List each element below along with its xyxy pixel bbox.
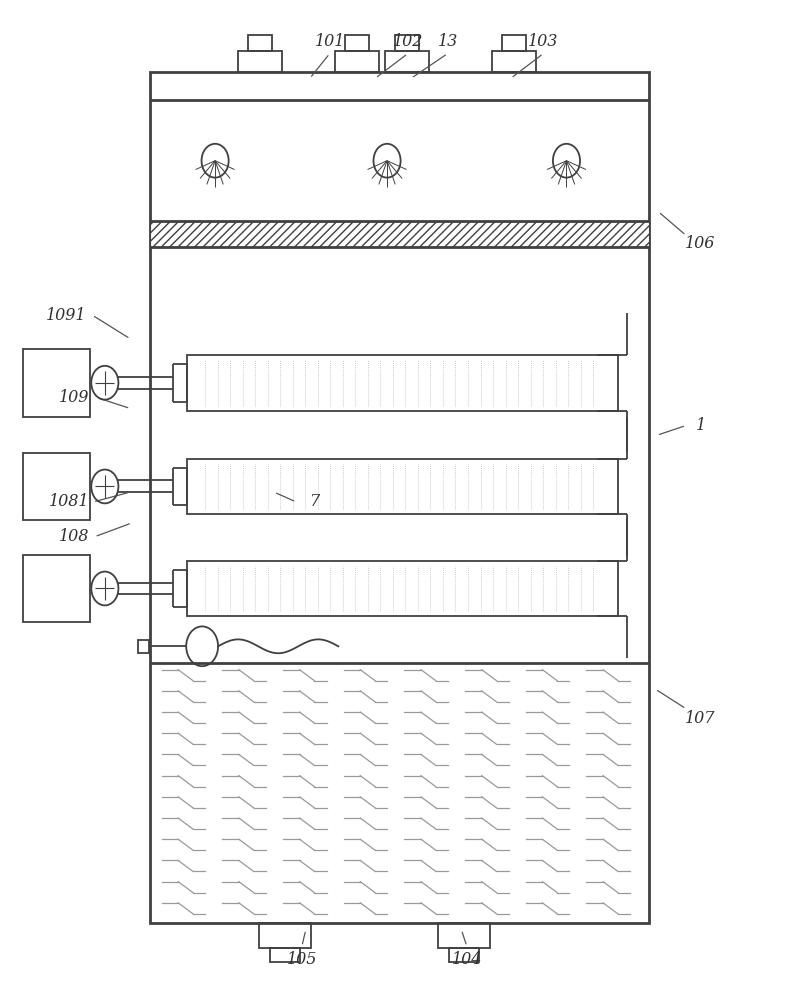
Bar [22,349,91,417]
Text: 106: 106 [684,235,715,252]
Bar [334,51,379,72]
Bar [150,221,648,247]
Bar [22,453,91,520]
Bar [438,923,489,948]
Bar [269,948,300,962]
Text: 1: 1 [695,417,705,434]
Bar [138,640,148,653]
Bar [22,555,91,622]
Bar [501,35,525,51]
Bar [150,72,648,923]
Bar [395,35,419,51]
Bar [345,35,369,51]
Text: 1091: 1091 [47,307,87,324]
Bar [492,51,536,72]
Text: 104: 104 [452,951,481,968]
Text: 7: 7 [308,493,318,510]
Bar [187,561,617,616]
Bar [237,51,282,72]
Text: 103: 103 [528,33,558,50]
Text: 1081: 1081 [49,493,89,510]
Bar [248,35,272,51]
Bar [448,948,479,962]
Text: 108: 108 [59,528,90,545]
Text: 107: 107 [684,710,715,727]
Bar [187,459,617,514]
Bar [187,355,617,411]
Bar [385,51,428,72]
Text: 101: 101 [314,33,345,50]
Text: 109: 109 [59,389,90,406]
Text: 13: 13 [437,33,457,50]
Bar [258,923,310,948]
Text: 105: 105 [286,951,317,968]
Text: 102: 102 [392,33,423,50]
